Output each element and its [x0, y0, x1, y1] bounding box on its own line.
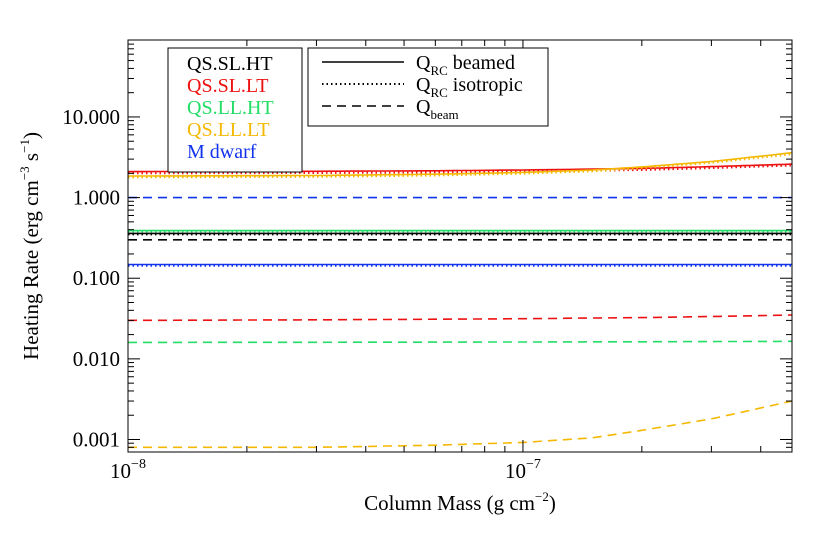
- legend-model-qs-ll-ht: QS.LL.HT: [187, 97, 274, 119]
- legend-model-qs-sl-ht: QS.SL.HT: [187, 53, 273, 75]
- ticks-layer: [127, 39, 792, 453]
- legend-label-dotted: QRC isotropic: [416, 74, 523, 100]
- tick-labels-layer: 10−8 10−7 0.001 0.010 0.100 1.000 10.000: [62, 105, 541, 483]
- style-legend-box: [307, 47, 549, 127]
- y-axis-title-sup1: −3: [17, 166, 32, 180]
- legend-label-dashed: Qbeam: [416, 96, 459, 122]
- legend-label-solid: QRC beamed: [416, 52, 515, 78]
- series-qs-ll-ht-dashed: [128, 340, 792, 344]
- y-tick-label: 0.001: [73, 428, 120, 452]
- y-tick-label: 10.000: [62, 105, 120, 129]
- y-axis-title-sup2: −1: [17, 139, 32, 153]
- legend-model-qs-ll-lt: QS.LL.LT: [187, 119, 270, 141]
- y-tick-label: 0.010: [73, 347, 120, 371]
- legend-model-m-dwarf: M dwarf: [187, 141, 257, 163]
- x-tick-label: 10−7: [505, 457, 541, 483]
- series-qs-sl-lt-solid: [128, 163, 792, 173]
- plot-frame: [127, 39, 793, 453]
- legend-model-qs-sl-lt: QS.SL.LT: [187, 75, 269, 97]
- x-tick-label: 10−8: [110, 457, 146, 483]
- series-qs-ll-lt-dotted: [128, 153, 792, 179]
- x-axis-title-sup: −2: [535, 489, 549, 504]
- series-qs-ll-lt-solid: [128, 151, 792, 177]
- series-group: [128, 151, 792, 449]
- y-axis-title-main: Heating Rate (erg cm: [19, 180, 43, 360]
- y-axis-title-mid: s: [19, 153, 43, 166]
- y-axis-title: Heating Rate (erg cm−3 s−1): [17, 132, 43, 360]
- y-tick-label: 1.000: [73, 186, 120, 210]
- x-axis-title: Column Mass (g cm−2): [364, 489, 556, 515]
- y-tick-label: 0.100: [73, 266, 120, 290]
- x-axis-title-close: ): [549, 491, 556, 515]
- series-layer: [128, 151, 792, 449]
- series-qs-sl-lt-dashed: [128, 314, 792, 322]
- series-qs-ll-lt-dashed: [128, 400, 792, 449]
- model-legend-box: [167, 47, 303, 173]
- y-axis-title-close: ): [19, 132, 43, 139]
- x-axis-title-main: Column Mass (g cm: [364, 491, 535, 515]
